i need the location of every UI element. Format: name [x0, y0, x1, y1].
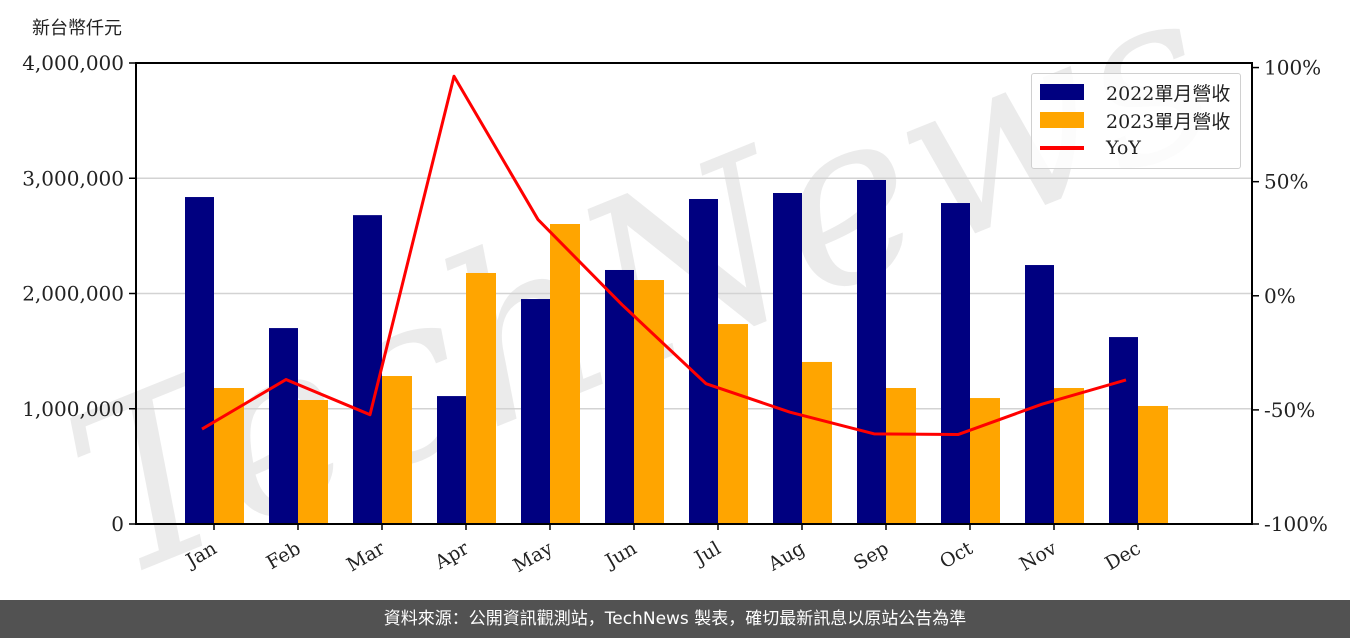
y-tick-label: 0: [111, 512, 124, 536]
y-axis-unit-label: 新台幣仟元: [32, 18, 122, 39]
x-tick-label: Apr: [430, 537, 473, 574]
bar-2022-apr: [437, 396, 466, 524]
x-tick-label: Jul: [689, 537, 724, 570]
y2-tick-label: -50%: [1264, 398, 1315, 422]
x-tick-label: May: [510, 537, 557, 577]
x-tick-label: Sep: [850, 537, 893, 574]
source-footer: 資料來源：公開資訊觀測站，TechNews 製表，確切最新訊息以原站公告為準: [0, 600, 1350, 638]
y2-tick-label: 0%: [1264, 284, 1296, 308]
y-tick-label: 3,000,000: [22, 166, 124, 190]
bar-2022-aug: [773, 193, 802, 524]
y-tick-label: 4,000,000: [22, 51, 124, 75]
bar-2022-dec: [1109, 337, 1138, 524]
bar-2023-sep: [886, 388, 916, 524]
legend-swatch-2022: [1040, 84, 1084, 100]
bar-2023-jul: [718, 324, 748, 524]
legend-item-yoy: YoY: [1040, 136, 1141, 160]
bar-2022-mar: [353, 215, 382, 524]
legend-line-yoy: [1040, 146, 1084, 150]
bar-2023-apr: [466, 272, 496, 524]
bar-2023-jan: [214, 388, 244, 524]
bar-2023-nov: [1054, 388, 1084, 524]
legend-label-2023: 2023單月營收: [1106, 110, 1231, 133]
legend-item-2023: 2023單月營收: [1040, 108, 1231, 133]
legend-label-2022: 2022單月營收: [1106, 82, 1231, 105]
bar-2022-jun: [605, 269, 634, 524]
y2-tick-label: 50%: [1264, 170, 1308, 194]
x-tick-label: Dec: [1101, 537, 1144, 575]
bar-2022-jan: [185, 197, 214, 524]
bar-2023-may: [550, 224, 580, 524]
y2-tick-label: 100%: [1264, 56, 1321, 80]
left-y-axis-ticks: 0 1,000,000 2,000,000 3,000,000 4,000,000: [22, 51, 136, 536]
bar-2023-jun: [634, 280, 664, 524]
bar-2023-aug: [802, 361, 832, 524]
y-tick-label: 2,000,000: [22, 282, 124, 306]
legend-item-2022: 2022單月營收: [1040, 80, 1231, 105]
bars: [185, 179, 1168, 524]
right-y-axis-ticks: -100% -50% 0% 50% 100%: [1252, 56, 1328, 536]
x-tick-label: Aug: [764, 537, 809, 576]
y-tick-label: 1,000,000: [22, 397, 124, 421]
bar-2022-jul: [689, 198, 718, 524]
y2-tick-label: -100%: [1264, 512, 1328, 536]
bar-2023-feb: [298, 399, 328, 524]
x-tick-label: Nov: [1016, 537, 1061, 576]
bar-2022-sep: [857, 179, 886, 524]
yoy-polyline: [201, 74, 1127, 437]
bar-2022-oct: [941, 203, 970, 524]
bar-2022-nov: [1025, 265, 1054, 524]
bar-2023-oct: [970, 398, 1000, 524]
yoy-line: [201, 74, 1127, 437]
chart-legend: 2022單月營收 2023單月營收 YoY: [1031, 73, 1241, 169]
bar-2023-dec: [1138, 405, 1168, 524]
legend-label-yoy: YoY: [1106, 137, 1141, 159]
bar-2022-may: [521, 299, 550, 524]
x-tick-label: Oct: [936, 537, 977, 573]
bar-2022-feb: [269, 328, 298, 524]
legend-swatch-2023: [1040, 112, 1084, 128]
x-tick-label: Jun: [600, 537, 641, 573]
bar-2023-mar: [382, 376, 412, 524]
